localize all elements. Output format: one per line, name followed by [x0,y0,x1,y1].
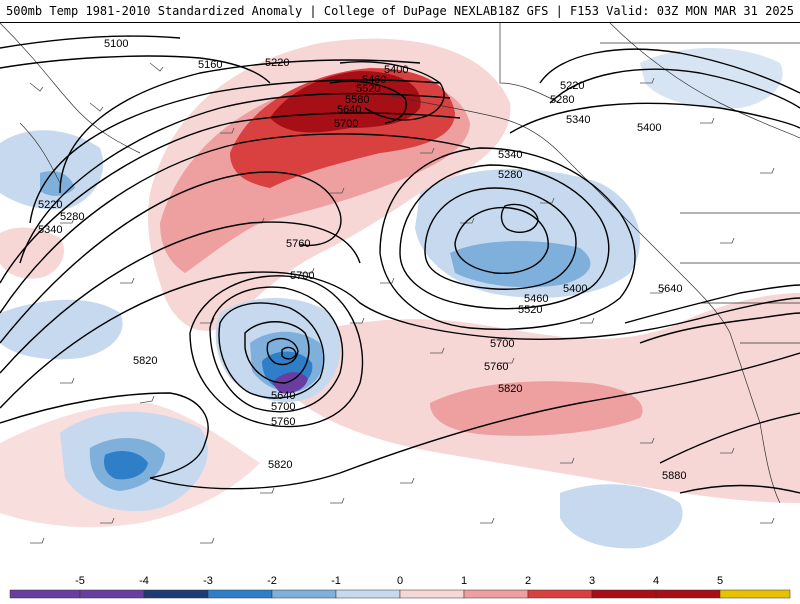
map-title: 500mb Temp 1981-2010 Standardized Anomal… [6,4,498,18]
warm-anomaly-shading [0,38,800,528]
colorbar-segment [271,589,337,599]
colorbar-segment [335,589,401,599]
contour-label: 5640 [271,390,295,402]
colorbar-segment [719,589,791,599]
contour-label: 5340 [38,224,62,236]
contour-label: 5280 [60,211,84,223]
contour-label: 5100 [104,38,128,50]
contour-label: 5520 [518,304,542,316]
model-valid-time: 18Z GFS | F153 Valid: 03Z MON MAR 31 202… [497,4,794,18]
contour-label: 5400 [637,122,661,134]
contour-label: 5280 [498,169,522,181]
contour-label: 5640 [658,283,682,295]
colorbar-tick-label: -4 [139,575,149,587]
colorbar-tick-label: -1 [331,575,341,587]
contour-label: 5340 [498,149,522,161]
colorbar-scale: -5 -4 -3 -2 -1 0 1 2 3 4 5 [9,575,791,599]
colorbar-segment [399,589,465,599]
contour-label: 5820 [268,459,292,471]
colorbar-segment [463,589,529,599]
colorbar-tick-label: 2 [525,575,531,587]
colorbar-tick-label: 5 [717,575,723,587]
contour-label: 5760 [484,361,508,373]
colorbar-segment [9,589,81,599]
colorbar-tick-label: 3 [589,575,595,587]
colorbar-tick-label: 1 [461,575,467,587]
contour-label: 5700 [490,338,514,350]
geopotential-height-contours [0,35,800,494]
anomaly-colorbar: -5 -4 -3 -2 -1 0 1 2 3 4 5 [0,573,800,600]
contour-label: 5220 [38,199,62,211]
anomaly-map: 5100 5160 5220 5400 5460 5520 5580 5640 … [0,23,800,549]
colorbar-tick-label: -2 [267,575,277,587]
contour-label: 5340 [566,114,590,126]
colorbar-segment [79,589,145,599]
contour-label: 5580 [345,94,369,106]
contour-label: 5220 [265,57,289,69]
contour-labels: 5100 5160 5220 5400 5460 5520 5580 5640 … [38,38,686,482]
contour-label: 5160 [198,59,222,71]
colorbar-tick-label: 4 [653,575,659,587]
colorbar-tick-label: -3 [203,575,213,587]
contour-label: 5280 [550,94,574,106]
contour-label: 5700 [271,401,295,413]
colorbar-segment [527,589,593,599]
colorbar-segment [655,589,721,599]
contour-label: 5760 [286,238,310,250]
contour-label: 5520 [356,83,380,95]
contour-label: 5460 [524,293,548,305]
contour-label: 5700 [290,270,314,282]
contour-label: 5820 [133,355,157,367]
contour-label: 5880 [662,470,686,482]
contour-label: 5760 [271,416,295,428]
colorbar-tick-label: -5 [75,575,85,587]
contour-label: 5640 [337,104,361,116]
colorbar-segment [143,589,209,599]
contour-label: 5400 [563,283,587,295]
colorbar-segment [591,589,657,599]
contour-label: 5820 [498,383,522,395]
colorbar-tick-label: 0 [397,575,403,587]
wind-barbs [29,62,775,544]
contour-label: 5220 [560,80,584,92]
colorbar-segment [207,589,273,599]
map-header: 500mb Temp 1981-2010 Standardized Anomal… [0,0,800,23]
contour-label: 5700 [334,118,358,130]
contour-label: 5400 [384,64,408,76]
contour-label: 5460 [362,74,386,86]
